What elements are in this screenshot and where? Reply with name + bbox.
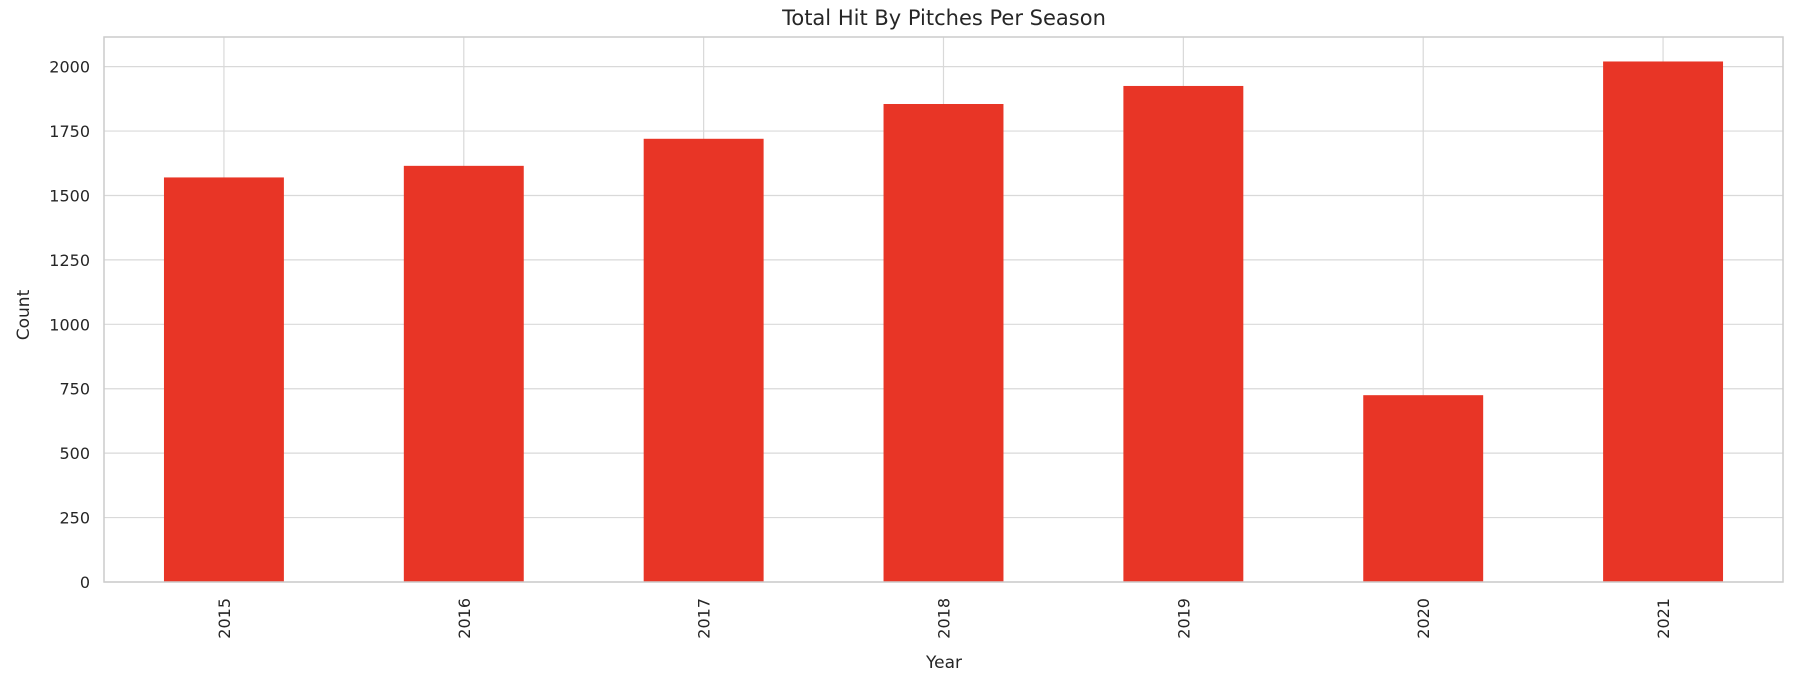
x-tick-label: 2019: [1174, 598, 1193, 639]
y-axis-label: Count: [14, 289, 34, 340]
x-axis-label: Year: [925, 653, 962, 673]
x-tick-labels: 2015 2016 2017 2018 2019 2020 2021: [215, 598, 1673, 639]
y-tick-label: 1000: [49, 315, 90, 334]
y-tick-label: 750: [59, 380, 90, 399]
x-tick-label: 2015: [215, 598, 234, 639]
chart-title: Total Hit By Pitches Per Season: [781, 6, 1106, 30]
y-tick-label: 500: [59, 444, 90, 463]
y-tick-label: 0: [80, 573, 90, 592]
y-tick-labels: 0 250 500 750 1000 1250 1500 1750 2000: [49, 58, 90, 592]
y-tick-label: 1500: [49, 186, 90, 205]
x-tick-label: 2016: [455, 598, 474, 639]
y-tick-label: 2000: [49, 58, 90, 77]
y-tick-label: 1750: [49, 122, 90, 141]
bar-2015: [163, 177, 284, 582]
y-tick-label: 1250: [49, 251, 90, 270]
bar-2017: [643, 138, 764, 583]
bars: [163, 61, 1724, 583]
bar-2020: [1363, 395, 1484, 582]
bar-2018: [883, 103, 1004, 583]
x-tick-label: 2021: [1654, 598, 1673, 639]
x-tick-label: 2020: [1414, 598, 1433, 639]
plot-area-frame: [103, 36, 1784, 583]
bar-2021: [1603, 61, 1724, 582]
x-tick-label: 2017: [695, 598, 714, 639]
bar-2016: [403, 165, 524, 582]
bar-2019: [1123, 85, 1244, 582]
y-tick-label: 250: [59, 509, 90, 528]
x-tick-label: 2018: [935, 598, 954, 639]
